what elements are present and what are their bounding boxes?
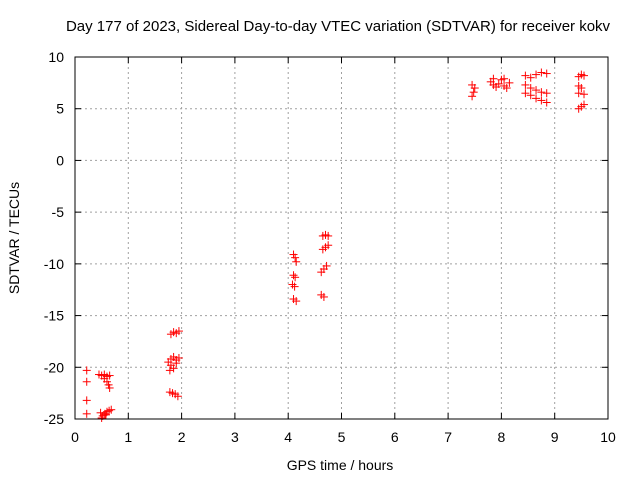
x-tick-label: 2 — [178, 429, 186, 445]
data-point — [502, 84, 511, 93]
y-tick-label: -15 — [44, 308, 64, 324]
y-tick-label: -25 — [44, 411, 64, 427]
data-point — [489, 74, 498, 83]
x-axis-ticks: 0 1 2 3 4 5 6 7 8 9 10 — [71, 57, 616, 445]
data-point — [173, 392, 182, 401]
data-point — [97, 413, 106, 422]
data-point — [532, 94, 541, 103]
y-tick-label: -10 — [44, 256, 64, 272]
x-tick-label: 0 — [71, 429, 79, 445]
data-point — [537, 88, 546, 97]
data-point — [324, 241, 333, 250]
data-point — [172, 359, 181, 368]
data-point — [494, 79, 503, 88]
data-point — [319, 292, 328, 301]
data-point — [101, 410, 110, 419]
y-tick-label: -5 — [52, 204, 65, 220]
x-tick-label: 1 — [124, 429, 132, 445]
data-point — [580, 90, 589, 99]
y-tick-label: 5 — [56, 101, 64, 117]
data-point — [542, 89, 551, 98]
data-point — [291, 273, 300, 282]
data-point — [292, 297, 301, 306]
x-tick-label: 5 — [338, 429, 346, 445]
data-point — [82, 377, 91, 386]
y-tick-label: 0 — [56, 152, 64, 168]
data-point — [521, 80, 530, 89]
data-point — [107, 405, 116, 414]
data-point — [468, 80, 477, 89]
data-point — [537, 68, 546, 77]
data-point — [105, 383, 114, 392]
data-point — [174, 353, 183, 362]
data-point — [100, 409, 109, 418]
x-tick-label: 4 — [284, 429, 292, 445]
x-tick-label: 7 — [444, 429, 452, 445]
data-point — [542, 69, 551, 78]
data-point — [105, 406, 114, 415]
x-tick-label: 8 — [498, 429, 506, 445]
data-point — [105, 371, 114, 380]
data-point — [537, 96, 546, 105]
data-point — [291, 253, 300, 262]
data-point — [290, 282, 299, 291]
data-point — [324, 231, 333, 240]
data-point — [542, 98, 551, 107]
data-point — [469, 88, 478, 97]
x-tick-label: 6 — [391, 429, 399, 445]
data-point — [521, 71, 530, 80]
data-point — [500, 74, 509, 83]
x-tick-label: 3 — [231, 429, 239, 445]
y-tick-label: 10 — [48, 49, 64, 65]
data-point — [532, 86, 541, 95]
data-point — [82, 409, 91, 418]
chart-title: Day 177 of 2023, Sidereal Day-to-day VTE… — [66, 18, 611, 35]
data-point — [288, 280, 297, 289]
y-axis-ticks: 10 5 0 -5 -10 -15 -20 -25 — [44, 49, 608, 427]
data-point — [532, 70, 541, 79]
data-point — [169, 364, 178, 373]
x-axis-label: GPS time / hours — [287, 457, 394, 473]
data-point — [577, 84, 586, 93]
y-axis-label: SDTVAR / TECUs — [6, 182, 22, 294]
data-point — [322, 261, 331, 270]
x-tick-label: 10 — [600, 429, 616, 445]
data-points — [82, 68, 589, 422]
data-point — [292, 257, 301, 266]
data-point — [505, 78, 514, 87]
data-point — [526, 84, 535, 93]
data-point — [82, 396, 91, 405]
data-point — [289, 271, 298, 280]
data-point — [526, 91, 535, 100]
data-point — [165, 366, 174, 375]
data-point — [82, 366, 91, 375]
x-tick-label: 9 — [551, 429, 559, 445]
data-point — [174, 327, 183, 336]
data-point — [468, 92, 477, 101]
data-point — [574, 89, 583, 98]
data-point — [521, 89, 530, 98]
grid — [75, 57, 608, 419]
y-tick-label: -20 — [44, 359, 64, 375]
data-point — [580, 71, 589, 80]
data-point — [580, 100, 589, 109]
data-point — [526, 73, 535, 82]
